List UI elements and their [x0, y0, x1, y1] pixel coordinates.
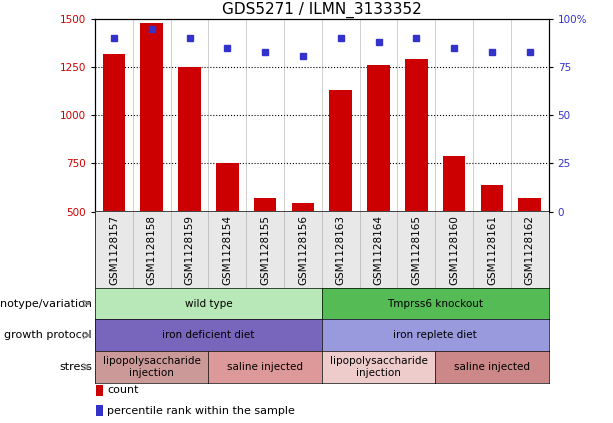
- Text: GSM1128155: GSM1128155: [260, 215, 270, 285]
- Title: GDS5271 / ILMN_3133352: GDS5271 / ILMN_3133352: [222, 1, 422, 18]
- FancyBboxPatch shape: [96, 405, 103, 416]
- Bar: [292, 203, 314, 212]
- Text: lipopolysaccharide
injection: lipopolysaccharide injection: [103, 356, 200, 378]
- Text: count: count: [107, 385, 139, 396]
- Text: GSM1128160: GSM1128160: [449, 215, 459, 285]
- FancyBboxPatch shape: [96, 385, 103, 396]
- Bar: [405, 60, 428, 212]
- Text: wild type: wild type: [185, 299, 232, 308]
- Text: GSM1128164: GSM1128164: [373, 215, 384, 285]
- Text: GSM1128157: GSM1128157: [109, 215, 119, 285]
- Text: GSM1128161: GSM1128161: [487, 215, 497, 285]
- Bar: [254, 198, 276, 212]
- Bar: [519, 198, 541, 212]
- Bar: [102, 54, 125, 212]
- Text: iron deficient diet: iron deficient diet: [162, 330, 254, 340]
- Bar: [216, 163, 238, 212]
- Text: GSM1128165: GSM1128165: [411, 215, 421, 285]
- Bar: [367, 65, 390, 211]
- Bar: [329, 90, 352, 212]
- Text: GSM1128163: GSM1128163: [336, 215, 346, 285]
- Text: growth protocol: growth protocol: [4, 330, 92, 340]
- Text: genotype/variation: genotype/variation: [0, 299, 92, 308]
- Text: GSM1128158: GSM1128158: [147, 215, 157, 285]
- Bar: [140, 23, 163, 212]
- Text: saline injected: saline injected: [454, 362, 530, 372]
- Bar: [481, 184, 503, 212]
- Text: GSM1128159: GSM1128159: [185, 215, 194, 285]
- Text: percentile rank within the sample: percentile rank within the sample: [107, 406, 295, 415]
- Bar: [178, 67, 201, 212]
- Text: GSM1128156: GSM1128156: [298, 215, 308, 285]
- Text: GSM1128154: GSM1128154: [223, 215, 232, 285]
- Text: GSM1128162: GSM1128162: [525, 215, 535, 285]
- Text: stress: stress: [59, 362, 92, 372]
- Text: Tmprss6 knockout: Tmprss6 knockout: [387, 299, 483, 308]
- Bar: [443, 156, 465, 212]
- Text: lipopolysaccharide
injection: lipopolysaccharide injection: [330, 356, 427, 378]
- Text: iron replete diet: iron replete diet: [394, 330, 477, 340]
- Text: saline injected: saline injected: [227, 362, 303, 372]
